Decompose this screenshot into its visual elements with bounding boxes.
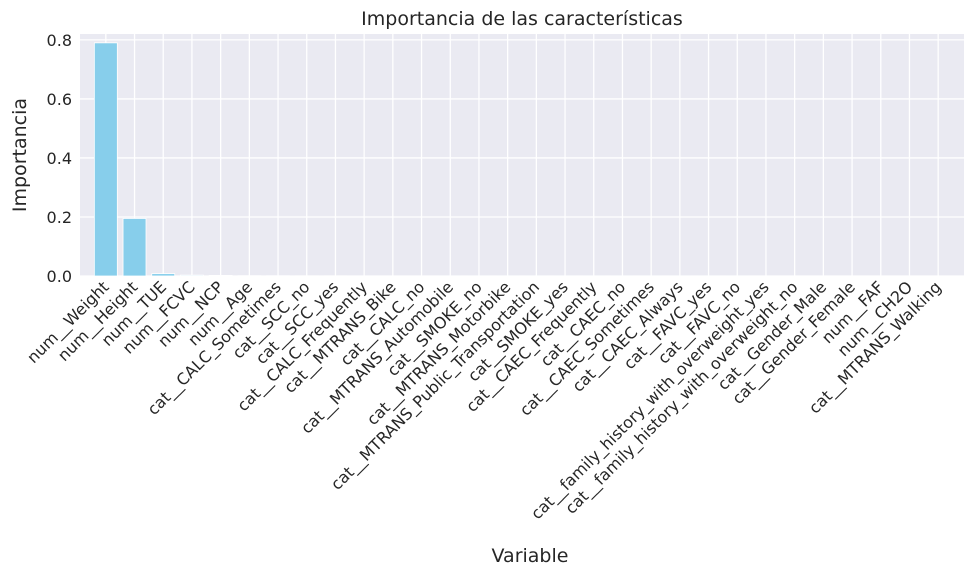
chart-title: Importancia de las características <box>361 8 683 30</box>
x-ticks: num__Weightnum__Heightnum__TUEnum__FCVCn… <box>23 277 946 524</box>
y-tick-label: 0.8 <box>47 31 72 50</box>
bar-num__NCP <box>208 275 233 277</box>
y-ticks: 0.0 0.2 0.4 0.6 0.8 <box>47 31 72 286</box>
y-tick-label: 0.6 <box>47 90 72 109</box>
bar-num__Height <box>122 218 147 277</box>
bar-num__Weight <box>93 42 118 277</box>
bar-num__FCVC <box>180 274 204 277</box>
y-tick-label: 0.4 <box>47 149 72 168</box>
y-axis-label: Importancia <box>9 98 31 212</box>
y-tick-label: 0.2 <box>47 208 72 227</box>
x-axis-label: Variable <box>492 545 569 567</box>
bar-num__TUE <box>151 273 176 277</box>
bars <box>93 42 750 277</box>
plot-background <box>80 34 964 276</box>
y-tick-label: 0.0 <box>47 267 72 286</box>
